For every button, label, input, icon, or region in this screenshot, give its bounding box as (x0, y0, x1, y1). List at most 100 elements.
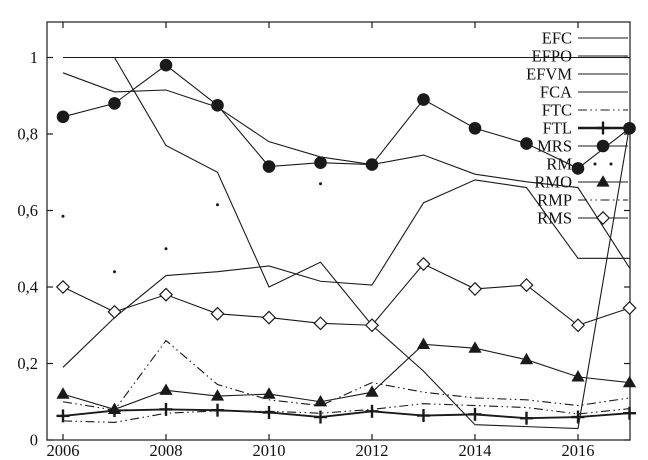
legend-label-RMP: RMP (537, 191, 572, 210)
rm-marker (164, 247, 168, 251)
series-line-EFPO (62, 72, 630, 269)
series-RM (61, 182, 322, 274)
series-line-MRS (62, 64, 630, 170)
legend-label-EFVM: EFVM (526, 65, 572, 84)
series-FCA (62, 179, 630, 368)
rm-marker (319, 182, 322, 186)
x-axis-tick-label: 2014 (459, 441, 492, 460)
legend-label-EFC: EFC (542, 29, 572, 48)
legend (578, 37, 628, 226)
series-FTL (56, 402, 636, 425)
rmo-marker (262, 387, 276, 399)
mrs-marker (108, 97, 121, 110)
rms-marker (570, 318, 586, 333)
series-line-FCA (62, 179, 630, 368)
rmo-marker (313, 394, 328, 407)
ftl-marker (365, 404, 379, 418)
series-EFVM (63, 56, 631, 430)
rms-marker (416, 257, 431, 272)
series-line-FTC (62, 403, 630, 423)
x-axis-tick-label: 2012 (356, 441, 389, 460)
y-axis-tick-label: 0,8 (17, 125, 38, 144)
rms-marker (313, 316, 328, 331)
rmo-marker (571, 370, 585, 382)
ftl-marker (159, 402, 173, 416)
legend-row-RMS (578, 210, 628, 226)
series-EFPO (62, 72, 630, 269)
rm-marker (61, 214, 65, 218)
rms-marker (261, 310, 277, 325)
series-FTC (62, 403, 630, 423)
y-axis-tick-label: 0,2 (17, 354, 38, 373)
rm-marker (113, 270, 116, 274)
mrs-marker (159, 58, 173, 72)
mrs-marker (520, 137, 533, 150)
series-line-FTL (62, 408, 630, 420)
mrs-marker (211, 99, 224, 112)
mrs-marker (262, 160, 276, 173)
legend-marker-FTL (596, 121, 610, 135)
rmo-marker (519, 352, 534, 365)
legend-marker-RMS (595, 210, 611, 226)
rms-marker (210, 306, 225, 321)
rms-marker (622, 300, 637, 316)
rmo-marker (365, 385, 379, 397)
rmo-marker (107, 402, 122, 414)
x-axis-tick-label: 2016 (562, 441, 595, 460)
series-line-EFVM (63, 56, 631, 430)
ftl-marker (211, 403, 224, 417)
legend-row-FTL (578, 121, 628, 135)
plot-area (46, 21, 631, 441)
rmo-marker (159, 383, 173, 395)
rm-marker (216, 203, 219, 207)
series-line-RMP (62, 339, 630, 411)
legend-label-FTL: FTL (543, 119, 572, 138)
rms-marker (519, 278, 534, 293)
legend-marker-RMO (596, 175, 610, 187)
legend-row-RM (593, 162, 613, 166)
rmo-marker (416, 337, 431, 349)
legend-label-FCA: FCA (540, 83, 572, 102)
legend-row-MRS (578, 139, 628, 153)
rms-marker (364, 318, 380, 333)
ftl-marker (262, 405, 276, 419)
ftl-marker (623, 406, 636, 420)
ftl-marker (314, 410, 327, 424)
mrs-marker (365, 158, 379, 171)
mrs-marker (623, 121, 636, 135)
y-axis-tick-label: 0 (30, 431, 38, 450)
series-RMS (55, 257, 637, 333)
mrs-marker (417, 93, 430, 106)
series-RMO (56, 337, 637, 414)
series-MRS (56, 58, 636, 175)
legend-sample-dot (609, 162, 613, 166)
mrs-marker (56, 110, 70, 124)
rmo-marker (56, 387, 70, 399)
series-RMP (62, 339, 630, 411)
ftl-marker (571, 410, 585, 424)
x-axis-tick-label: 2008 (150, 441, 183, 460)
rms-marker (55, 279, 71, 295)
legend-label-MRS: MRS (537, 137, 572, 156)
series-line-RMS (62, 263, 630, 326)
y-axis-tick-label: 0,4 (17, 278, 38, 297)
rmo-marker (210, 389, 225, 401)
y-axis-tick-label: 1 (30, 48, 38, 67)
ftl-marker (468, 407, 482, 421)
legend-marker-MRS (596, 139, 610, 153)
legend-label-EFPO: EFPO (532, 47, 572, 66)
rms-marker (158, 287, 174, 302)
legend-label-FTC: FTC (542, 101, 572, 120)
x-axis-tick-label: 2010 (253, 441, 286, 460)
ftl-marker (417, 409, 430, 423)
legend-label-RM: RM (546, 155, 572, 174)
ftl-marker (520, 411, 533, 425)
mrs-marker (571, 162, 585, 175)
rmo-marker (468, 341, 482, 353)
y-axis-tick-label: 0,6 (17, 201, 38, 220)
legend-label-RMS: RMS (537, 209, 572, 228)
legend-label-RMO: RMO (534, 173, 572, 192)
mrs-marker (314, 156, 327, 169)
